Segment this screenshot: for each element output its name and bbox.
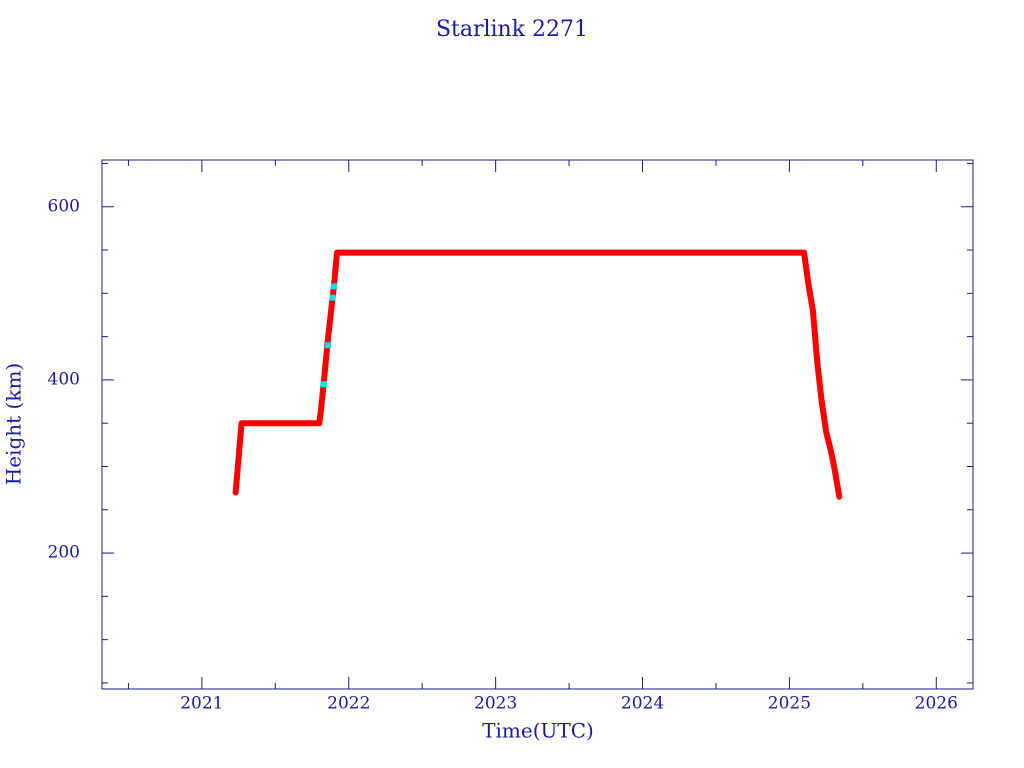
x-tick-label: 2022 [327,694,370,714]
data-point [329,294,336,301]
x-tick-label: 2026 [915,694,958,714]
x-tick-label: 2024 [621,694,664,714]
x-tick-label: 2023 [474,694,517,714]
y-axis-label: Height (km) [2,363,26,485]
x-tick-label: 2021 [180,694,223,714]
height-trace [232,249,843,500]
data-point [325,342,332,349]
data-point [320,381,327,388]
y-tick-label: 200 [48,543,80,563]
x-tick-label: 2025 [768,694,811,714]
y-tick-label: 600 [48,196,80,216]
y-tick-label: 400 [48,369,80,389]
data-point [331,283,338,290]
plot-frame [101,159,974,690]
x-axis-label: Time(UTC) [482,719,594,743]
chart-title: Starlink 2271 [436,17,588,42]
